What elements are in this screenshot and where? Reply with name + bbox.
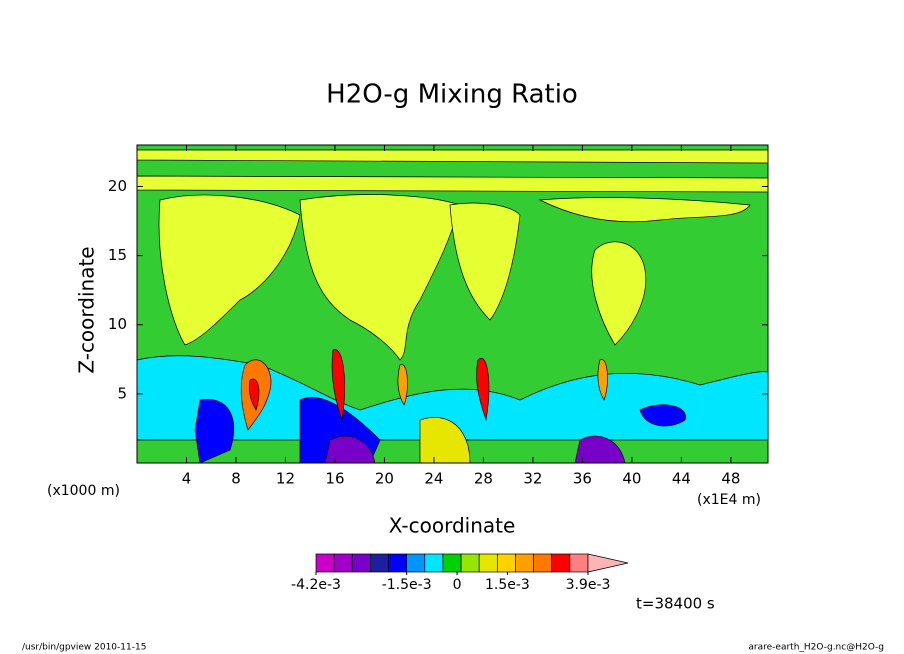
colorbar-box bbox=[496, 553, 516, 573]
colorbar-box bbox=[406, 553, 426, 573]
field-region bbox=[597, 359, 608, 401]
colorbar-box bbox=[569, 553, 589, 573]
x-tick-label: 4 bbox=[182, 470, 192, 488]
field-region bbox=[639, 404, 686, 427]
y-tick-label: 5 bbox=[117, 384, 127, 402]
field-region bbox=[194, 399, 234, 463]
x-tick-label: 32 bbox=[523, 470, 542, 488]
colorbar-tick-label: 3.9e-3 bbox=[566, 577, 611, 593]
y-tick-label: 20 bbox=[108, 177, 127, 195]
colorbar-box bbox=[370, 553, 389, 573]
y-tick-label: 15 bbox=[108, 246, 127, 264]
footer-right: arare-earth_H2O-g.nc@H2O-g bbox=[748, 643, 884, 653]
colorbar-tick-label: -1.5e-3 bbox=[382, 577, 432, 593]
colorbar-tick-label: 1.5e-3 bbox=[485, 577, 530, 593]
field-region bbox=[538, 197, 751, 223]
field-region bbox=[299, 194, 461, 361]
field-region bbox=[137, 175, 768, 193]
x-tick-label: 48 bbox=[721, 470, 740, 488]
y-axis-label: Z-coordinate bbox=[75, 246, 99, 373]
y-tick-label: 10 bbox=[108, 315, 127, 333]
colorbar-box bbox=[478, 553, 498, 573]
x-tick-label: 44 bbox=[672, 470, 691, 488]
colorbar-box bbox=[388, 553, 408, 573]
x-unit-label: (x1000 m) bbox=[47, 483, 120, 499]
colorbar-box bbox=[442, 553, 462, 573]
chart-title: H2O-g Mixing Ratio bbox=[326, 80, 578, 110]
x-axis-label: X-coordinate bbox=[389, 514, 516, 538]
colorbar-tick-label: 0 bbox=[453, 577, 462, 593]
field-region bbox=[158, 194, 301, 346]
field-region bbox=[331, 349, 345, 421]
field-region bbox=[476, 357, 490, 422]
x-tick-label: 16 bbox=[325, 470, 344, 488]
time-label: t=38400 s bbox=[636, 595, 715, 613]
plot-frame bbox=[136, 144, 769, 464]
colorbar-box bbox=[351, 553, 371, 573]
colorbar-box bbox=[424, 553, 444, 573]
x-unit-label: (x1E4 m) bbox=[697, 492, 761, 508]
colorbar-tick-label: -4.2e-3 bbox=[291, 577, 341, 593]
field-region bbox=[137, 149, 768, 164]
field-region bbox=[248, 378, 260, 411]
colorbar-box bbox=[333, 553, 353, 573]
field-region bbox=[591, 241, 647, 346]
colorbar-box bbox=[460, 553, 480, 573]
x-tick-label: 40 bbox=[622, 470, 641, 488]
colorbar-box bbox=[315, 553, 335, 573]
footer-left: /usr/bin/gpview 2010-11-15 bbox=[22, 643, 146, 653]
colorbar-box bbox=[533, 553, 553, 573]
colorbar-arrow bbox=[587, 553, 629, 573]
x-tick-label: 20 bbox=[375, 470, 394, 488]
x-tick-label: 36 bbox=[573, 470, 592, 488]
x-tick-label: 28 bbox=[474, 470, 493, 488]
field-region bbox=[449, 202, 521, 321]
x-tick-label: 12 bbox=[276, 470, 295, 488]
field-region bbox=[397, 364, 408, 406]
colorbar-box bbox=[551, 553, 571, 573]
x-tick-label: 24 bbox=[424, 470, 443, 488]
x-tick-label: 8 bbox=[231, 470, 241, 488]
contour-field bbox=[137, 145, 768, 463]
colorbar-box bbox=[515, 553, 534, 573]
